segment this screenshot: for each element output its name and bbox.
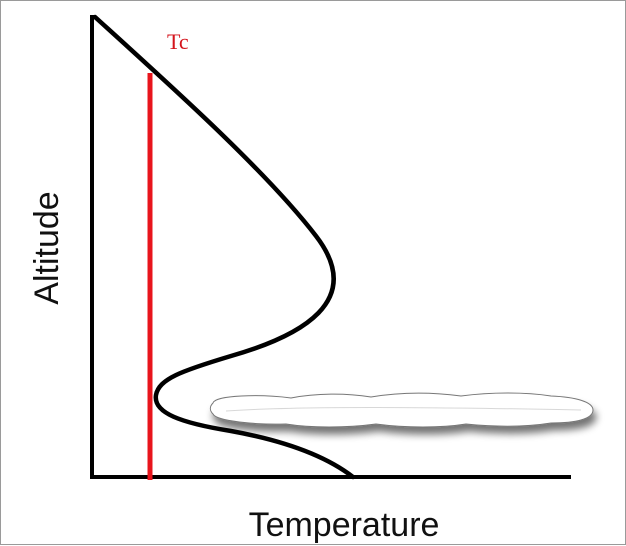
y-axis-label: Altitude	[28, 191, 66, 304]
x-axis-label: Temperature	[249, 506, 440, 544]
axes	[90, 15, 571, 479]
temperature-profile-curve	[92, 14, 356, 480]
cloud-icon	[209, 392, 594, 428]
critical-temperature-label: Tc	[167, 29, 189, 54]
